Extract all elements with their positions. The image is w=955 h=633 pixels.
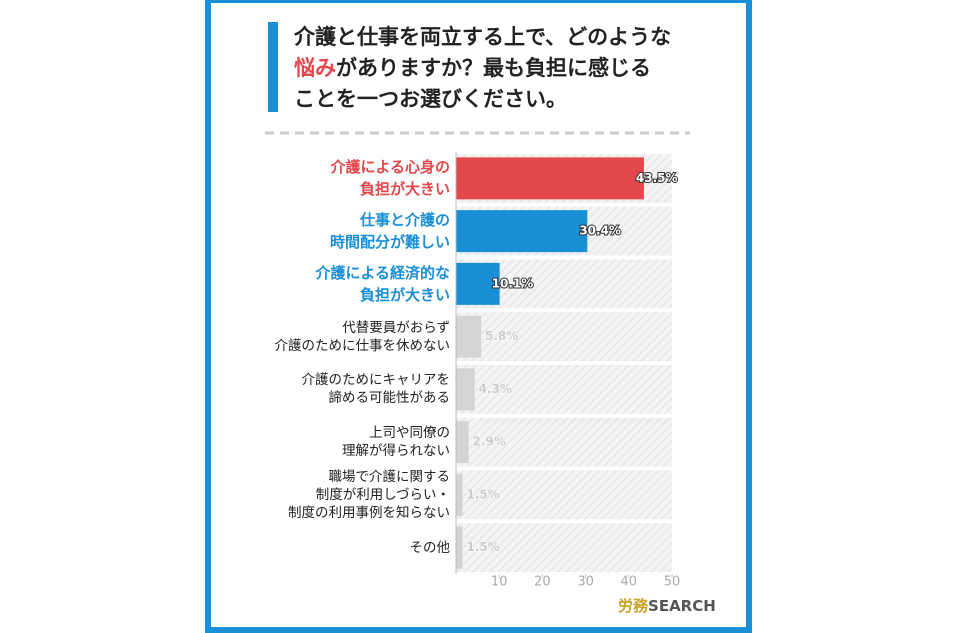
value-label: 1.5%	[466, 487, 499, 501]
title-highlight: 悩み	[294, 56, 336, 80]
chart-title: 介護と仕事を両立する上で、どのような 悩みがありますか？最も負担に感じる ことを…	[294, 22, 671, 115]
value-label: 30.4%	[579, 224, 621, 238]
bar	[456, 473, 463, 516]
bar	[456, 157, 644, 200]
row-background	[456, 470, 672, 520]
logo: 労務SEARCH	[618, 595, 716, 616]
value-label: 43.5%	[636, 171, 678, 185]
row-background	[456, 365, 672, 414]
title-text: がありますか？最も負担に感じる	[336, 56, 651, 80]
logo-word: SEARCH	[648, 597, 716, 615]
category-label: その他	[409, 539, 451, 556]
title-text: 介護と仕事を両立する上で、どのような	[294, 25, 672, 49]
category-label: 代替要員がおらず 介護のために仕事を休めない	[274, 319, 451, 354]
row-background	[456, 417, 672, 467]
category-label: 介護による経済的な 負担が大きい	[315, 263, 450, 304]
bar	[456, 421, 469, 464]
category-label: 職場で介護に関する 制度が利用しづらい・ 制度の利用事例を知らない	[288, 468, 450, 521]
value-label: 2.9%	[473, 435, 506, 449]
value-label: 1.5%	[466, 540, 499, 554]
x-tick-label: 10	[491, 575, 508, 590]
bar	[456, 526, 463, 569]
x-tick-label: 40	[621, 575, 638, 590]
category-label: 介護のためにキャリアを 諦める可能性がある	[301, 372, 451, 407]
category-label: 仕事と介護の 時間配分が難しい	[329, 211, 450, 252]
bar	[456, 368, 475, 411]
x-tick-label: 30	[577, 575, 594, 590]
x-tick-label: 50	[664, 575, 681, 590]
x-tick-label: 20	[534, 575, 551, 590]
logo-mark: 労務	[618, 597, 649, 615]
bar	[456, 262, 500, 305]
row-background	[456, 312, 672, 361]
value-label: 5.8%	[485, 329, 518, 343]
bar	[456, 315, 482, 358]
value-label: 4.3%	[479, 382, 512, 396]
bar	[456, 210, 588, 253]
title-text: ことを一つお選びください。	[294, 87, 567, 111]
value-label: 10.1%	[492, 276, 534, 290]
category-label: 上司や同僚の 理解が得られない	[342, 425, 450, 460]
row-background	[456, 523, 672, 572]
title-accent	[268, 22, 278, 112]
category-label: 介護による心身の 負担が大きい	[330, 158, 450, 199]
